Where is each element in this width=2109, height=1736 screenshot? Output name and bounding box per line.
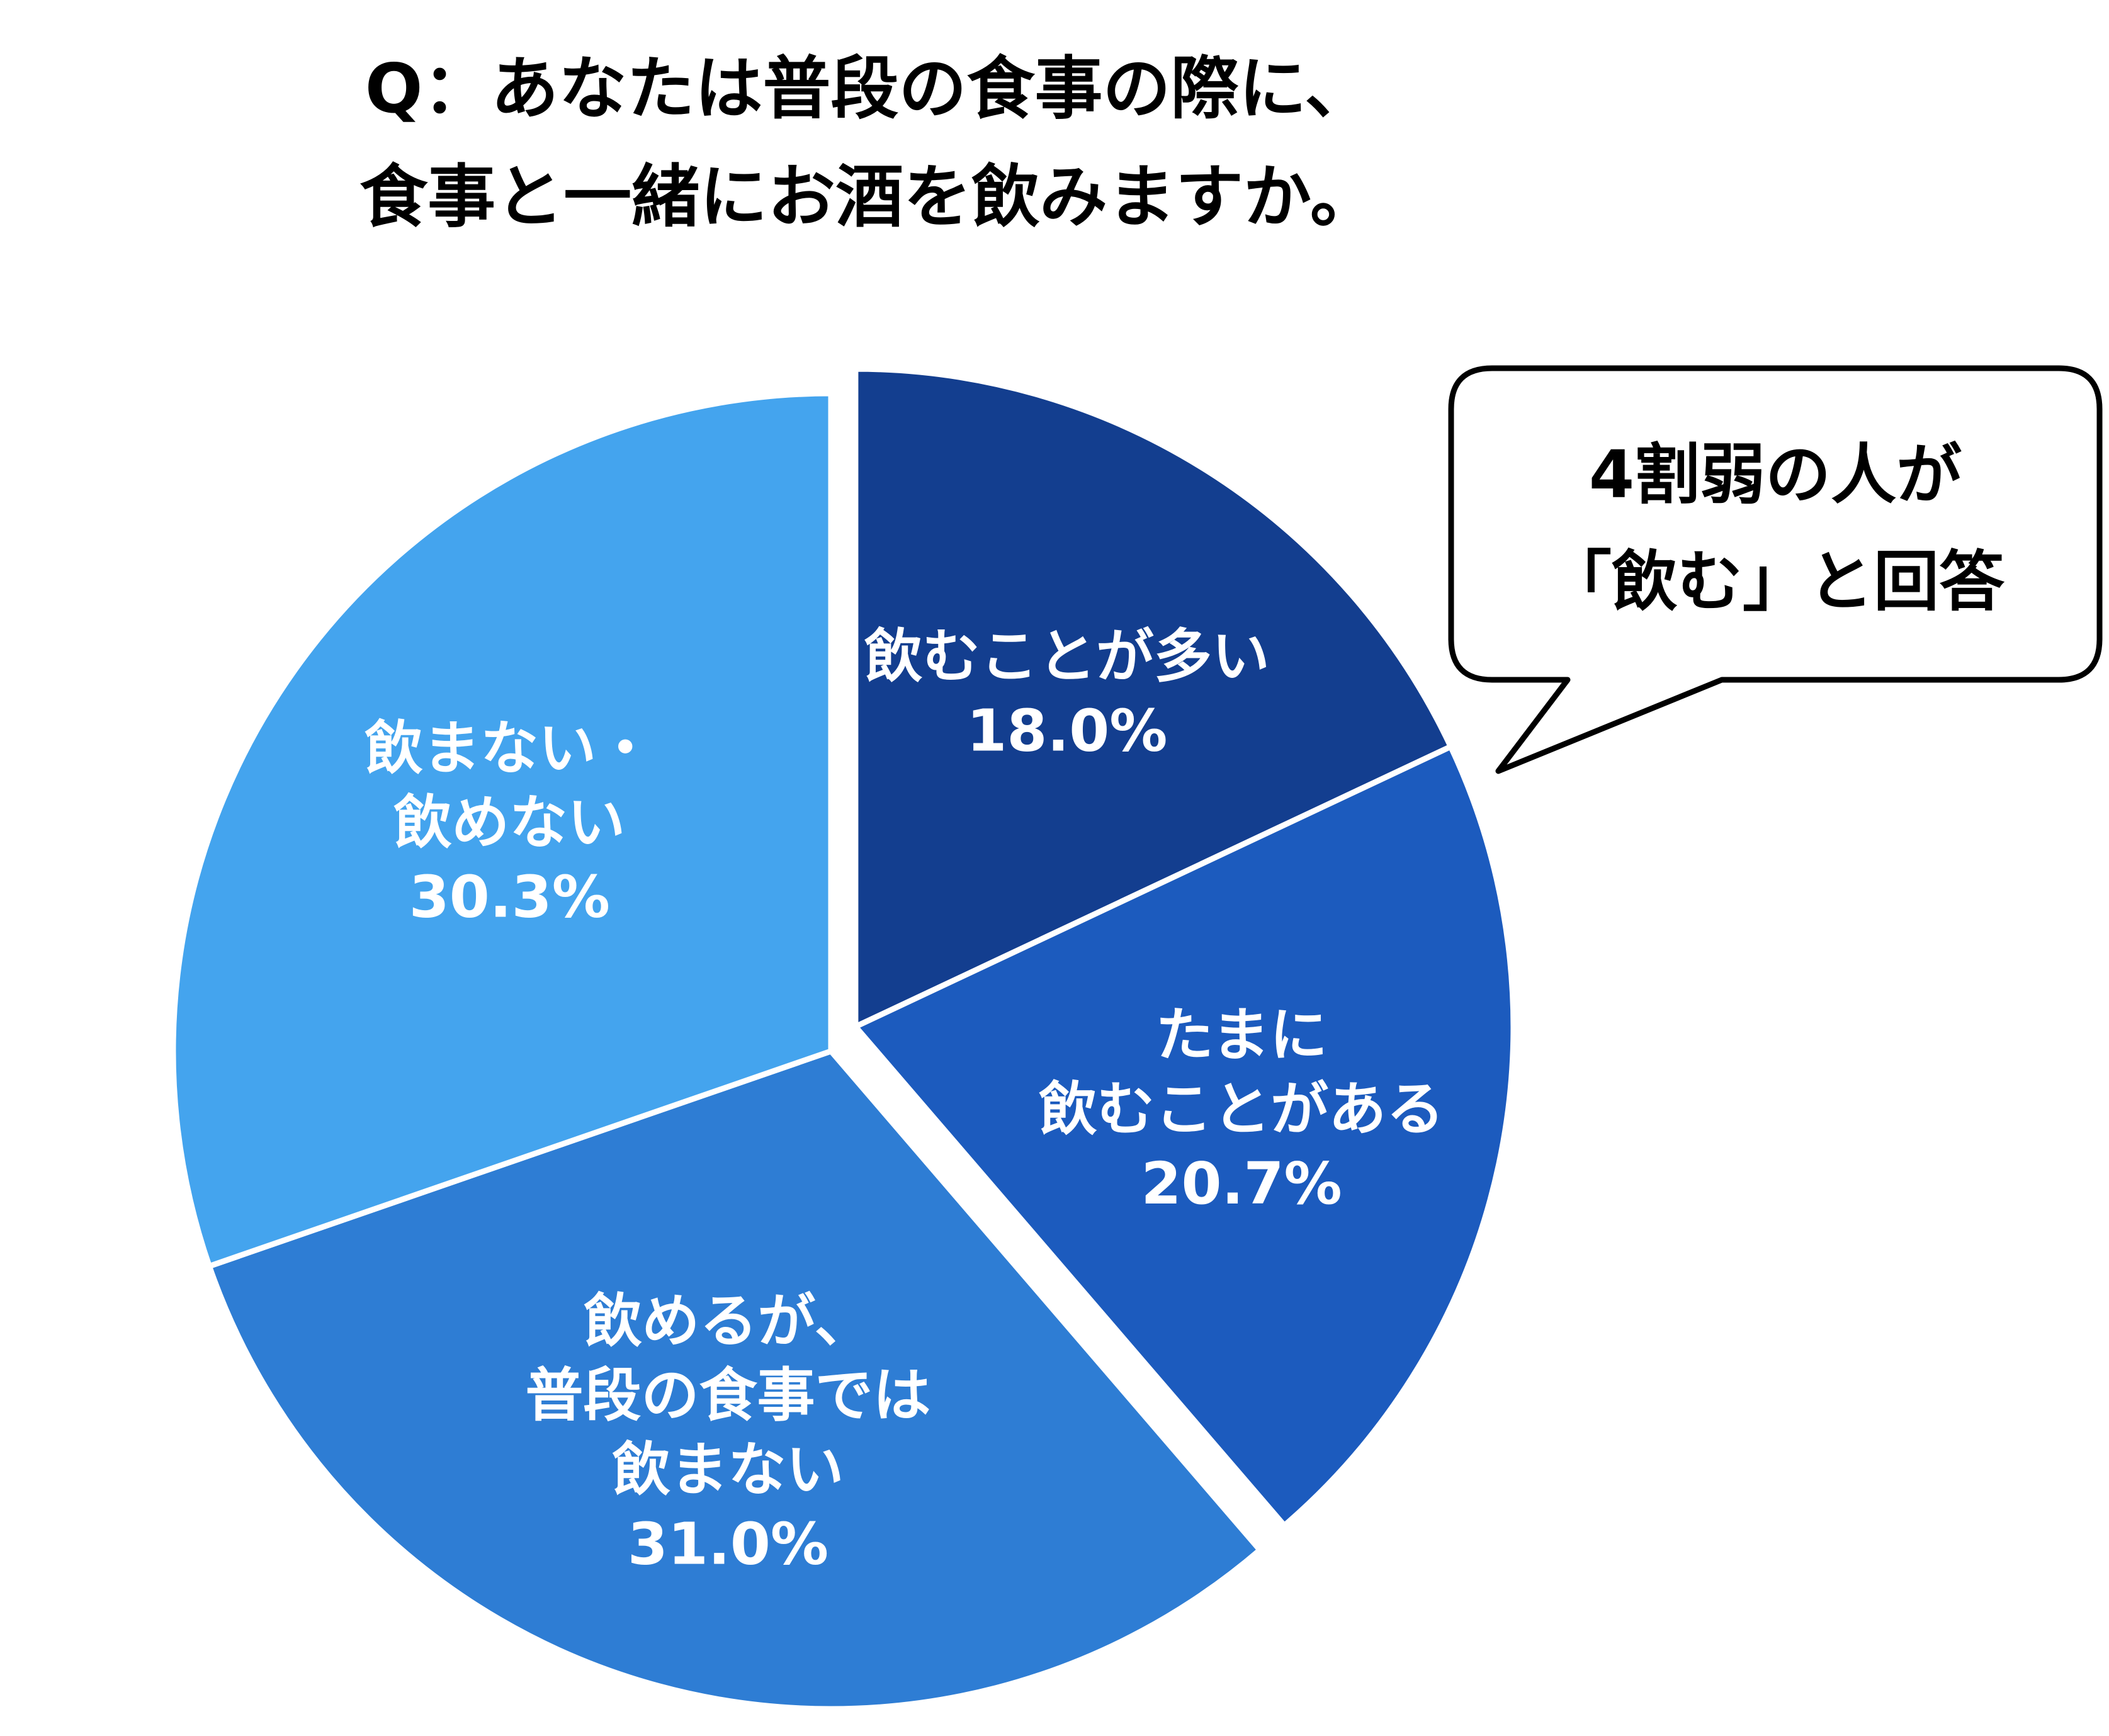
pie-slice <box>170 390 834 1270</box>
slice-value-label: 30.3% <box>409 863 610 930</box>
slice-value-label: 31.0% <box>628 1510 828 1577</box>
slice-category-label: 飲まない・ <box>365 714 654 782</box>
callout-bubble: 4割弱の人が 「飲む」と回答 <box>1448 365 2103 774</box>
chart-title-line-1: Q：あなたは普段の食事の際に、 <box>365 50 1373 128</box>
slice-value-label: 18.0% <box>966 697 1167 765</box>
slice-category-label: 飲むことが多い <box>864 623 1270 690</box>
callout-shape <box>1448 365 2103 774</box>
slice-category-label: たまに <box>1155 1001 1327 1069</box>
chart-title-line-2: 食事と一緒にお酒を飲みますか。 <box>359 158 1378 237</box>
pie-slice <box>206 1048 1263 1712</box>
pie-slice <box>852 366 1454 1030</box>
slice-category-label: 飲まない <box>612 1436 844 1503</box>
pie-labels: 飲むことが多い18.0%たまに飲むことがある20.7%飲めるが、普段の食事では飲… <box>365 623 1444 1578</box>
slice-value-label: 20.7% <box>1141 1150 1342 1217</box>
slice-category-label: 普段の食事では <box>525 1361 930 1429</box>
slice-category-label: 飲めない <box>393 789 625 856</box>
slice-category-label: 飲めるが、 <box>584 1287 872 1355</box>
slice-category-label: 飲むことがある <box>1039 1076 1444 1143</box>
callout-line-2: 「飲む」と回答 <box>1546 543 2005 620</box>
callout-line-1: 4割弱の人が <box>1589 436 1962 513</box>
pie-slice <box>852 743 1517 1529</box>
pie-slices <box>170 366 1517 1712</box>
